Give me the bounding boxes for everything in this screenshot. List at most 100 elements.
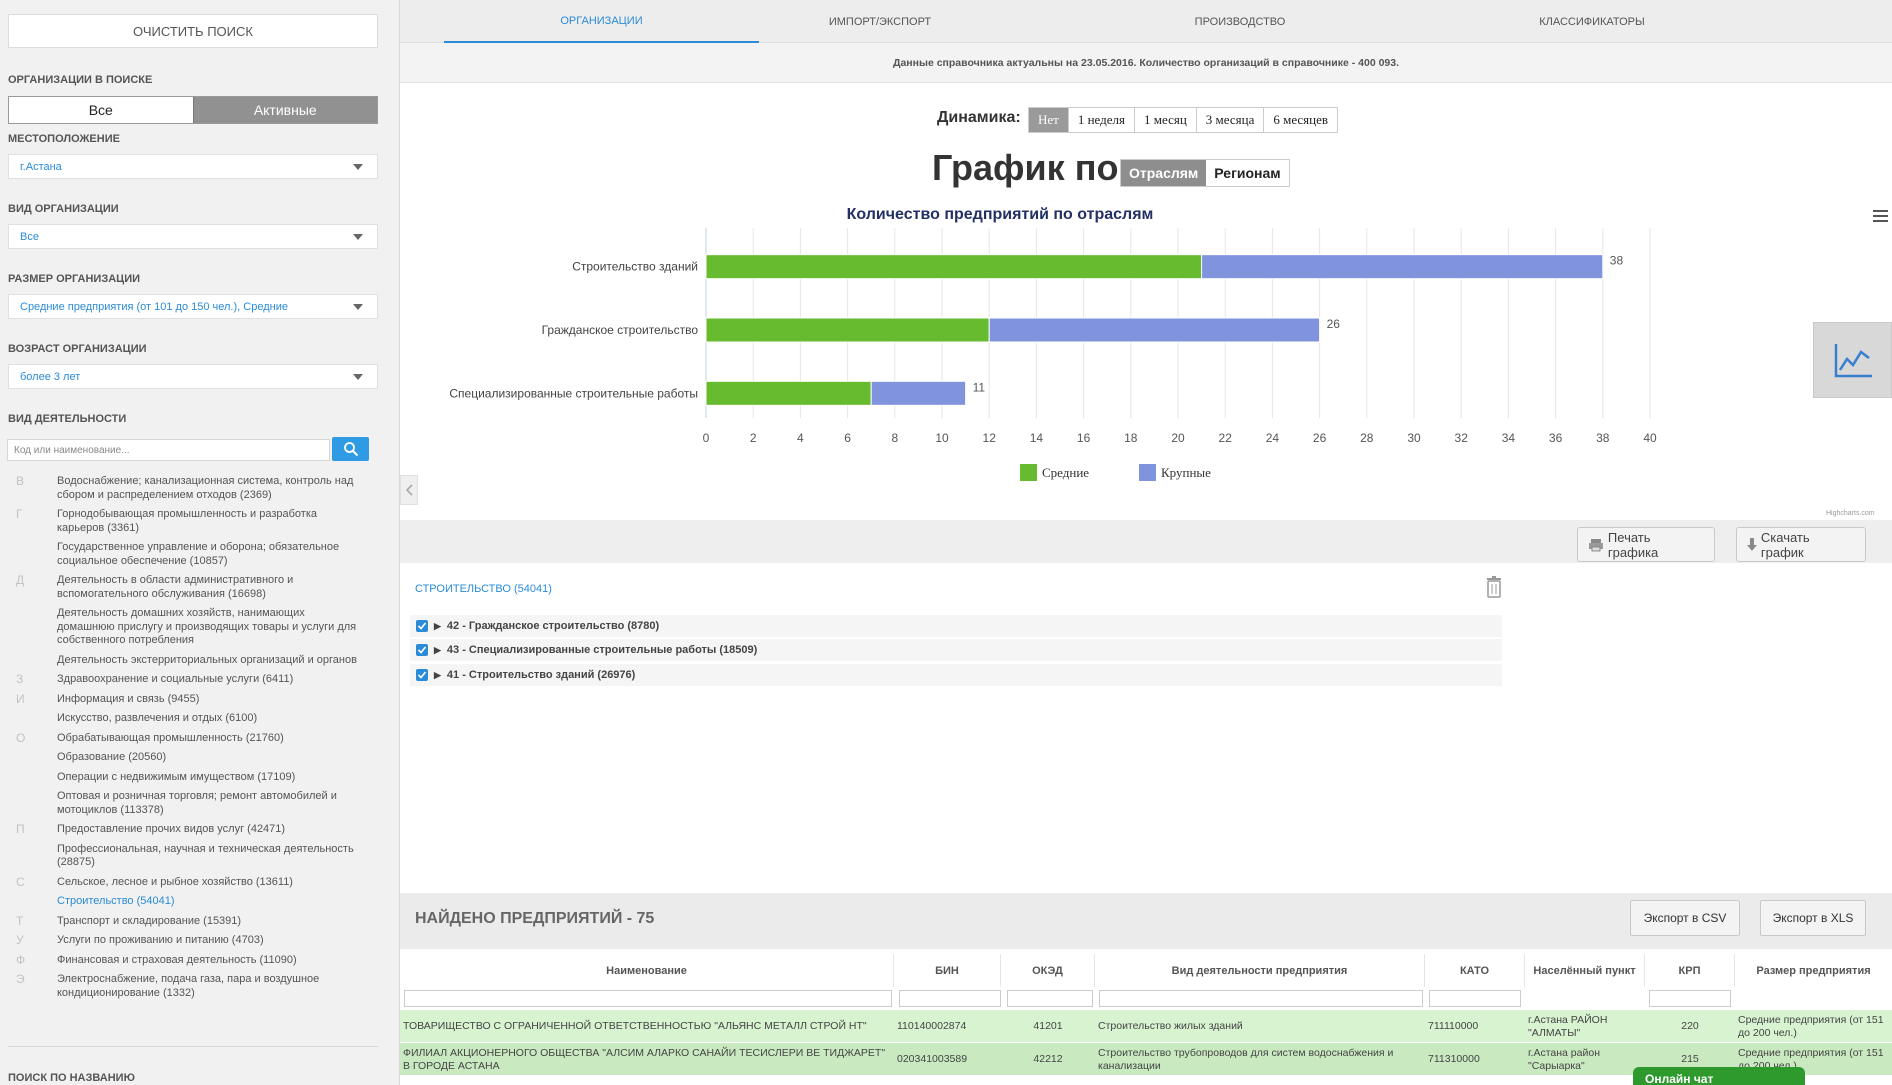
- chart-credits: Highcharts.com: [1826, 510, 1875, 517]
- org-type-dropdown[interactable]: Все: [8, 224, 378, 249]
- checkbox-checked-icon[interactable]: [416, 644, 428, 656]
- column-header-krp[interactable]: КРП: [1645, 954, 1735, 987]
- activity-search-input[interactable]: Код или наименование...: [7, 439, 330, 461]
- tab-import-export[interactable]: ИМПОРТ/ЭКСПОРТ: [828, 15, 932, 28]
- graph-by-industries[interactable]: Отраслям: [1121, 160, 1207, 186]
- filter-input-name[interactable]: [404, 990, 892, 1007]
- search-icon: [343, 442, 358, 457]
- filter-input-krp[interactable]: [1649, 990, 1731, 1007]
- activity-item[interactable]: П Предоставление прочих видов услуг (4247…: [0, 820, 400, 840]
- activity-item[interactable]: Образование (20560): [0, 748, 400, 768]
- activity-item[interactable]: Г Горнодобывающая промышленность и разраб…: [0, 505, 400, 538]
- clear-search-button[interactable]: ОЧИСТИТЬ ПОИСК: [8, 14, 378, 48]
- dynamics-option-3-months[interactable]: 3 месяца: [1195, 108, 1264, 132]
- bar-segment-0: [705, 254, 1203, 280]
- activity-item[interactable]: И Информация и связь (9455): [0, 690, 400, 710]
- location-value: г.Астана: [20, 160, 62, 173]
- activity-search-button[interactable]: [332, 437, 369, 461]
- online-chat-button[interactable]: Онлайн чат: [1633, 1067, 1805, 1085]
- print-chart-button[interactable]: Печать графика: [1577, 527, 1715, 562]
- org-type-title: ВИД ОРГАНИЗАЦИИ: [8, 203, 119, 215]
- x-tick-label: 34: [1502, 431, 1516, 445]
- download-chart-button[interactable]: Скачать график: [1736, 527, 1866, 562]
- chevron-down-icon: [353, 234, 363, 240]
- tab-organizations[interactable]: ОРГАНИЗАЦИИ: [444, 0, 759, 43]
- activity-item[interactable]: Деятельность экстерриториальных организа…: [0, 651, 400, 671]
- activity-letter: Э: [16, 972, 25, 986]
- dynamics-option-none[interactable]: Нет: [1029, 108, 1068, 132]
- column-header-activity[interactable]: Вид деятельности предприятия: [1095, 954, 1425, 987]
- graph-by-regions[interactable]: Регионам: [1206, 160, 1289, 186]
- activity-item[interactable]: Д Деятельность в области административног…: [0, 571, 400, 604]
- table-row[interactable]: ТОВАРИЩЕСТВО С ОГРАНИЧЕННОЙ ОТВЕТСТВЕННО…: [400, 1009, 1892, 1042]
- activity-item[interactable]: Ф Финансовая и страховая деятельность (11…: [0, 951, 400, 971]
- column-header-name[interactable]: Наименование: [400, 954, 894, 987]
- cell-locality: г.Астана район "Сарыарка": [1528, 1046, 1600, 1072]
- expand-triangle-icon[interactable]: ▶: [434, 620, 441, 631]
- filter-input-activity[interactable]: [1099, 990, 1423, 1007]
- expand-triangle-icon[interactable]: ▶: [434, 644, 441, 655]
- location-dropdown[interactable]: г.Астана: [8, 154, 378, 179]
- activity-item[interactable]: Операции с недвижимым имуществом (17109): [0, 768, 400, 788]
- activity-item[interactable]: Искусство, развлечения и отдых (6100): [0, 709, 400, 729]
- activity-label: Государственное управление и оборона; об…: [57, 541, 340, 567]
- activity-letter: З: [16, 672, 24, 686]
- cell-oked: 41201: [1033, 1020, 1063, 1032]
- dynamics-option-6-months[interactable]: 6 месяцев: [1263, 108, 1338, 132]
- activity-label: Информация и связь (9455): [57, 692, 200, 705]
- activity-item[interactable]: Строительство (54041): [0, 892, 400, 912]
- data-label: 26: [1327, 317, 1341, 331]
- x-tick-label: 4: [797, 431, 804, 445]
- chevron-down-icon: [353, 374, 363, 380]
- filter-input-bin[interactable]: [899, 990, 1001, 1007]
- activity-item[interactable]: Профессиональная, научная и техническая …: [0, 840, 400, 873]
- column-header-size[interactable]: Размер предприятия: [1756, 964, 1871, 977]
- filter-input-oked[interactable]: [1007, 990, 1093, 1007]
- dynamics-option-1-month[interactable]: 1 месяц: [1134, 108, 1196, 132]
- expand-triangle-icon[interactable]: ▶: [434, 669, 441, 680]
- chart-title: Количество предприятий по отраслям: [846, 206, 1154, 223]
- activity-item[interactable]: Государственное управление и оборона; об…: [0, 538, 400, 571]
- collapse-sidebar-button[interactable]: [400, 475, 418, 505]
- activity-item[interactable]: С Сельское, лесное и рыбное хозяйство (13…: [0, 873, 400, 893]
- export-csv-button[interactable]: Экспорт в CSV: [1630, 900, 1740, 936]
- org-age-dropdown[interactable]: более 3 лет: [8, 364, 378, 389]
- trash-icon[interactable]: [1484, 575, 1504, 599]
- column-header-locality[interactable]: Населённый пункт: [1525, 954, 1645, 987]
- trend-chart-button[interactable]: [1813, 322, 1892, 398]
- legend-label: Крупные: [1161, 465, 1211, 480]
- activity-label: Предоставление прочих видов услуг (42471…: [57, 823, 286, 835]
- checkbox-checked-icon[interactable]: [416, 620, 428, 632]
- activity-item[interactable]: У Услуги по проживанию и питанию (4703): [0, 931, 400, 951]
- tab-classifiers[interactable]: КЛАССИФИКАТОРЫ: [1539, 15, 1645, 28]
- activity-label: Деятельность домашних хозяйств, нанимающ…: [57, 607, 357, 646]
- filter-input-kato[interactable]: [1429, 990, 1521, 1007]
- activity-item[interactable]: Э Электроснабжение, подача газа, пара и в…: [0, 970, 400, 1003]
- dynamics-option-1-week[interactable]: 1 неделя: [1067, 108, 1135, 132]
- x-tick-label: 28: [1360, 431, 1374, 445]
- activity-label: Профессиональная, научная и техническая …: [57, 842, 354, 869]
- column-header-kato[interactable]: КАТО: [1425, 954, 1525, 987]
- selected-filter-heading[interactable]: СТРОИТЕЛЬСТВО (54041): [415, 583, 552, 595]
- activity-item[interactable]: О Обрабатывающая промышленность (21760): [0, 729, 400, 749]
- export-xls-button[interactable]: Экспорт в XLS: [1760, 900, 1866, 936]
- orgs-active-option[interactable]: Активные: [192, 97, 377, 123]
- orgs-all-option[interactable]: Все: [9, 97, 193, 123]
- activity-item[interactable]: В Водоснабжение; канализационная система,…: [0, 472, 400, 505]
- org-size-dropdown[interactable]: Средние предприятия (от 101 до 150 чел.)…: [8, 294, 378, 319]
- column-header-oked[interactable]: ОКЭД: [1001, 954, 1095, 987]
- cell-bin: 110140002874: [897, 1020, 967, 1032]
- chart-menu-icon[interactable]: [1873, 210, 1888, 222]
- checkbox-checked-icon[interactable]: [416, 669, 428, 681]
- info-banner: Данные справочника актуальны на 23.05.20…: [400, 43, 1892, 83]
- tab-production[interactable]: ПРОИЗВОДСТВО: [1194, 15, 1286, 28]
- x-tick-label: 30: [1407, 431, 1421, 445]
- activity-item[interactable]: Т Транспорт и складирование (15391): [0, 912, 400, 932]
- column-header-bin[interactable]: БИН: [894, 954, 1001, 987]
- dynamics-label: Динамика:: [937, 109, 1021, 126]
- activity-label: Деятельность в области административного…: [57, 574, 294, 600]
- activity-item[interactable]: Деятельность домашних хозяйств, нанимающ…: [0, 604, 400, 651]
- data-label: 38: [1610, 254, 1624, 268]
- activity-item[interactable]: Оптовая и розничная торговля; ремонт авт…: [0, 787, 400, 820]
- activity-item[interactable]: З Здравоохранение и социальные услуги (64…: [0, 670, 400, 690]
